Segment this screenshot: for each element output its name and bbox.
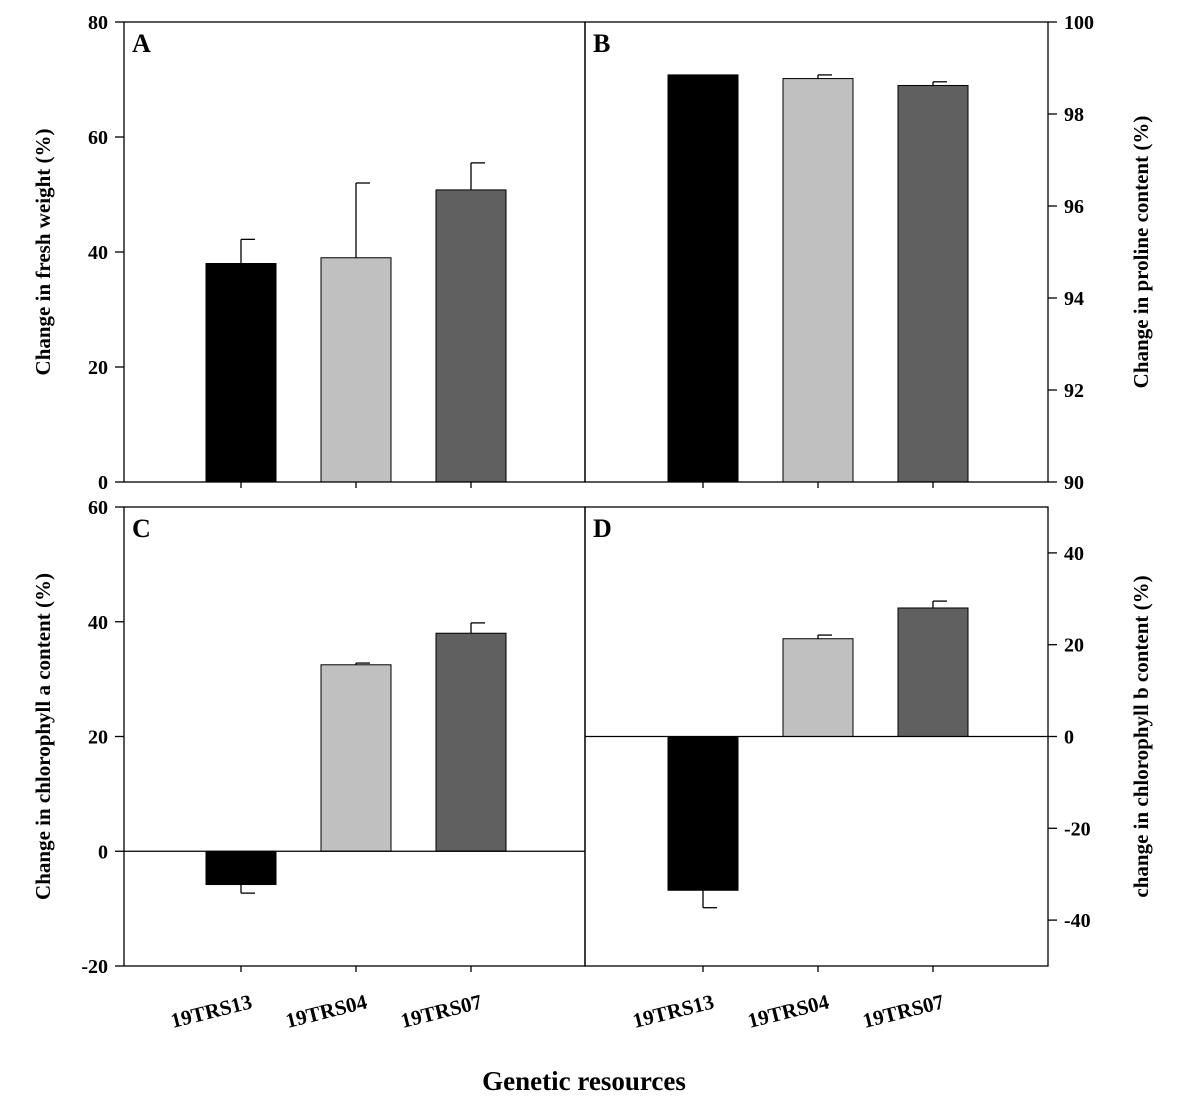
y-tick-label: -20 xyxy=(1064,818,1091,840)
y-tick-label: 60 xyxy=(88,497,108,519)
y-tick-label: 0 xyxy=(98,472,108,494)
panels: 0 20 40 60 80 A Change in fresh weight (%) 90 92… xyxy=(31,12,1153,1033)
panel-a: 0 20 40 60 80 A Change in fresh weight (%) xyxy=(31,12,586,494)
bar-19trs07 xyxy=(897,607,969,737)
y-tick-label: 98 xyxy=(1064,104,1084,126)
bar-19trs04 xyxy=(320,257,392,483)
bar-19trs07 xyxy=(435,632,507,852)
y-tick-label: 40 xyxy=(88,612,108,634)
panel-letter: C xyxy=(132,514,151,543)
panel-letter: A xyxy=(132,29,151,58)
y-tick-label: 100 xyxy=(1064,12,1094,34)
bar-19trs04 xyxy=(782,78,854,483)
y-axis-title: change in chlorophyll b content (%) xyxy=(1129,575,1153,897)
y-tick-label: 40 xyxy=(1064,543,1084,565)
y-tick-label: -20 xyxy=(81,956,108,978)
y-tick-label: 0 xyxy=(98,841,108,863)
y-axis-title: Change in fresh weight (%) xyxy=(31,129,55,376)
y-tick-label: 0 xyxy=(1064,727,1074,749)
y-tick-label: -40 xyxy=(1064,910,1091,932)
y-tick-label: 96 xyxy=(1064,196,1084,218)
category-label-19trs07: 19TRS07 xyxy=(398,990,484,1033)
bar-19trs04 xyxy=(320,664,392,852)
category-label-19trs13: 19TRS13 xyxy=(168,990,254,1033)
y-tick-label: 80 xyxy=(88,12,108,34)
panel-c: -20 0 20 40 60 C Change in chlorophyll a conte… xyxy=(31,497,586,1033)
category-label-19trs13: 19TRS13 xyxy=(630,990,716,1033)
y-tick-label: 60 xyxy=(88,127,108,149)
bar-19trs13 xyxy=(667,74,739,483)
category-label-19trs04: 19TRS04 xyxy=(283,989,370,1032)
bar-19trs04 xyxy=(782,638,854,737)
y-tick-label: 40 xyxy=(88,242,108,264)
panel-letter: D xyxy=(593,514,612,543)
y-tick-label: 20 xyxy=(1064,635,1084,657)
y-axis-title: Change in proline content (%) xyxy=(1129,116,1153,389)
x-axis-title: Genetic resources xyxy=(482,1066,686,1096)
y-tick-label: 20 xyxy=(88,357,108,379)
y-tick-label: 92 xyxy=(1064,380,1084,402)
y-axis-title: Change in chlorophyll a content (%) xyxy=(31,573,55,900)
y-tick-label: 20 xyxy=(88,727,108,749)
bar-19trs13 xyxy=(205,850,277,886)
panel-letter: B xyxy=(593,29,610,58)
bar-19trs13 xyxy=(205,263,277,483)
plot-frame xyxy=(584,21,1049,483)
bar-19trs07 xyxy=(897,84,969,483)
category-label-19trs07: 19TRS07 xyxy=(860,990,946,1033)
y-tick-label: 90 xyxy=(1064,472,1084,494)
category-label-19trs04: 19TRS04 xyxy=(745,989,832,1032)
bar-19trs13 xyxy=(667,736,739,891)
bar-19trs07 xyxy=(435,189,507,483)
y-tick-label: 94 xyxy=(1064,288,1084,310)
panel-b: 90 92 94 96 98 100 B Change in proline content … xyxy=(584,12,1153,494)
